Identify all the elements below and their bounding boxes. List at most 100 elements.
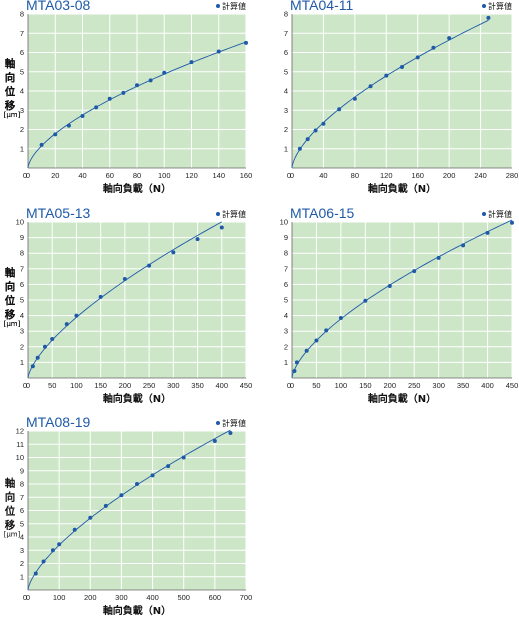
y-tick-label: 0 [287,171,291,180]
data-point [33,571,38,576]
data-point [313,128,318,133]
x-axis-label: 軸向負載（N） [103,604,171,617]
data-point [338,315,343,320]
x-tick-label: 100 [53,593,66,602]
chart-title: MTA04-11 [290,0,353,13]
chart-title: MTA06-15 [290,205,355,221]
y-tick-label: 3 [284,327,288,336]
y-tick-label: 10 [16,453,24,462]
data-point [74,313,79,318]
x-tick-label: 350 [457,381,470,390]
y-tick-label: 2 [20,559,24,568]
x-tick-label: 80 [133,171,141,180]
x-tick-label: 150 [359,381,372,390]
y-axis-label: 軸向位移 [5,57,16,112]
y-tick-label: 4 [284,311,288,320]
x-tick-label: 700 [240,593,253,602]
x-tick-label: 300 [115,593,128,602]
data-point [121,90,126,95]
data-point [485,230,490,235]
x-tick-label: 350 [191,381,204,390]
y-tick-label: 2 [284,342,288,351]
y-axis-label: 軸向位移 [5,477,16,532]
chart-title: MTA05-13 [26,205,91,221]
chart-title: MTA08-19 [26,414,91,430]
data-point [103,503,108,508]
x-tick-label: 120 [380,171,393,180]
data-point [64,322,69,327]
legend-label: 計算値 [488,1,512,11]
y-tick-label: 9 [20,233,24,242]
data-point [219,225,224,230]
y-tick-label: 6 [284,280,288,289]
y-tick-label: 5 [20,296,24,305]
chart-mta08-19: 0 100 200 300 400 500 600 7001234567891011120MT… [4,414,253,617]
y-tick-label: 10 [280,218,288,227]
data-point [486,15,491,20]
data-point [368,84,373,89]
y-tick-label: 9 [284,233,288,242]
legend-marker [216,4,220,8]
x-axis-label: 軸向負載（N） [103,182,171,195]
y-tick-label: 7 [284,29,288,38]
x-tick-label: 0 [26,171,30,180]
y-tick-label: 9 [20,466,24,475]
data-point [387,283,392,288]
y-tick-label: 6 [20,280,24,289]
legend-marker [216,212,220,216]
x-axis-label: 軸向負載（N） [368,182,436,195]
data-point [50,337,55,341]
data-point [66,123,71,128]
y-tick-label: 4 [20,87,24,96]
data-point [166,464,171,469]
legend-label: 計算値 [222,1,246,11]
x-axis-label: 軸向負載（N） [368,392,436,405]
y-tick-label: 8 [20,480,24,489]
y-tick-label: 4 [284,87,288,96]
data-point [30,364,35,369]
x-tick-label: 450 [240,381,253,390]
chart-mta05-13: 0 50 100 150 200 250 300 350 400 450123456789100M… [4,205,253,405]
x-tick-label: 0 [26,593,30,602]
y-tick-label: 0 [23,171,27,180]
x-tick-label: 200 [84,593,97,602]
x-tick-label: 160 [411,171,424,180]
data-point [147,263,152,268]
y-tick-label: 12 [16,427,24,436]
y-tick-label: 1 [20,572,24,581]
y-axis-unit: [µm] [4,320,21,328]
x-tick-label: 50 [312,381,320,390]
data-point [297,146,302,151]
x-tick-label: 20 [51,171,59,180]
y-tick-label: 7 [20,29,24,38]
x-tick-label: 280 [506,171,519,180]
data-point [337,107,342,112]
y-axis-unit: [µm] [4,111,21,119]
y-tick-label: 5 [20,67,24,76]
y-tick-label: 0 [287,381,291,390]
x-tick-label: 100 [70,381,83,390]
x-tick-label: 400 [146,593,159,602]
x-tick-label: 100 [158,171,171,180]
y-tick-label: 3 [20,327,24,336]
x-tick-label: 450 [506,381,519,390]
y-tick-label: 8 [20,10,24,19]
y-tick-label: 1 [20,358,24,367]
data-point [447,36,452,41]
data-point [431,45,436,50]
y-tick-label: 2 [20,125,24,134]
legend-marker [482,212,486,216]
x-tick-label: 250 [143,381,156,390]
fit-curve [291,19,489,169]
data-point [98,294,103,299]
y-tick-label: 8 [284,249,288,258]
data-point [461,243,466,248]
y-axis-label: 軸向位移 [5,266,16,321]
x-tick-label: 300 [167,381,180,390]
data-point [294,360,299,365]
data-point [94,105,99,110]
data-point [162,70,167,75]
data-point [400,64,404,69]
data-point [171,250,176,255]
